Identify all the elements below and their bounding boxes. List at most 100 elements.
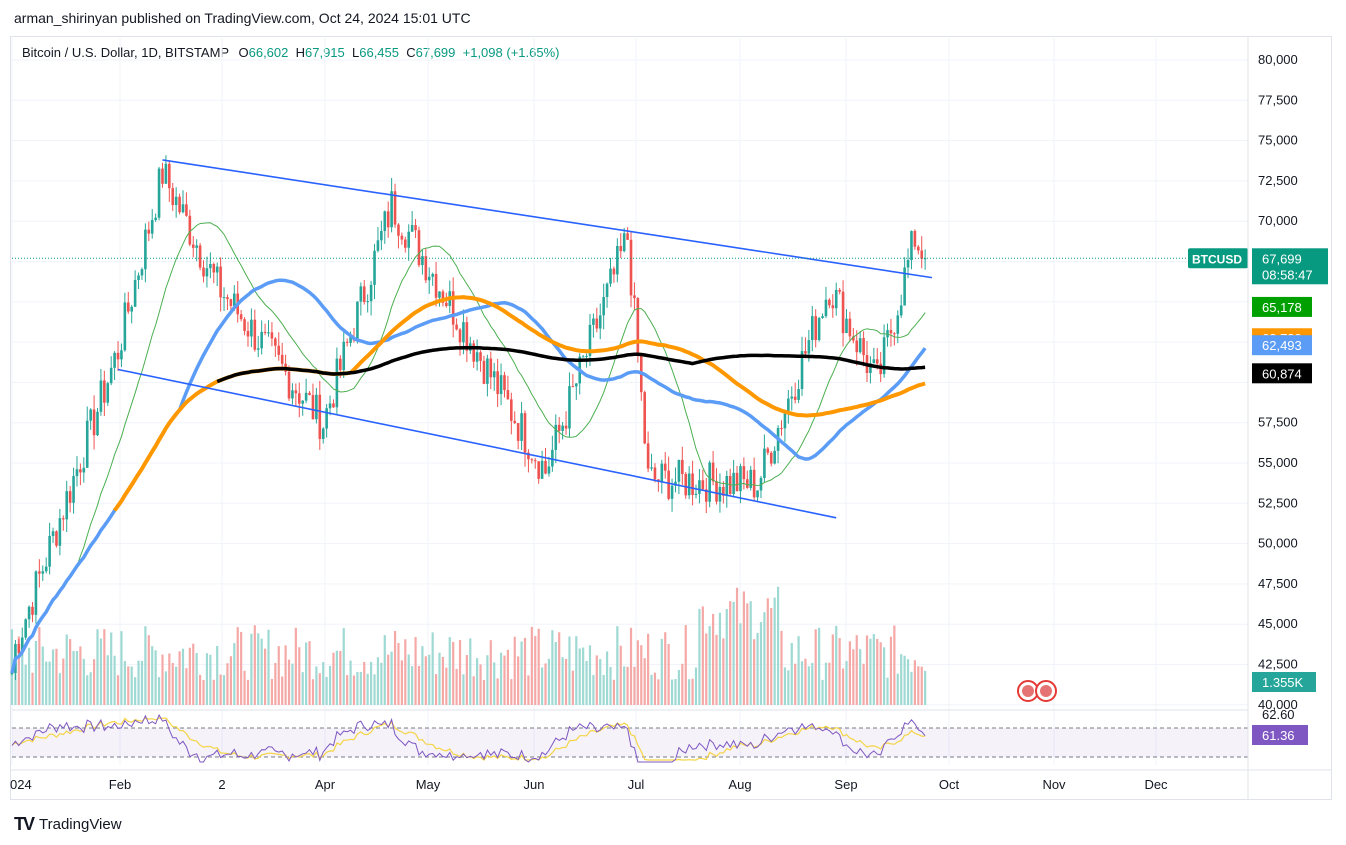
volume-bar [838, 638, 841, 705]
candle-body [554, 424, 558, 450]
volume-bar [626, 666, 629, 705]
candle-body [188, 215, 192, 245]
volume-bar [441, 656, 445, 705]
volume-bar [387, 654, 390, 705]
volume-bar [541, 667, 544, 705]
volume-bar [811, 662, 814, 705]
candle-body [120, 350, 123, 360]
volume-bar [311, 679, 315, 705]
candle-body [386, 211, 390, 228]
candle-body [297, 393, 301, 404]
volume-bar [571, 670, 574, 705]
volume-bar [346, 675, 349, 705]
candle-body [800, 351, 804, 390]
volume-bar [267, 629, 270, 705]
y-tick-label: 77,500 [1258, 92, 1298, 107]
candle-body [646, 443, 650, 469]
volume-bar [325, 676, 328, 705]
volume-bar [178, 651, 181, 705]
volume-bar [670, 679, 674, 705]
y-tick-label: 72,500 [1258, 173, 1298, 188]
ma-20-line [45, 222, 926, 613]
candle-body [462, 322, 465, 343]
candle-body [725, 475, 729, 496]
tradingview-logo[interactable]: TV TradingView [14, 814, 122, 835]
volume-bar [130, 666, 133, 705]
volume-bar [92, 659, 96, 705]
symbol-badge-label: BTCUSD [1192, 252, 1242, 266]
candle-body [212, 263, 216, 273]
volume-bar [520, 641, 523, 705]
candle-body [503, 375, 506, 391]
volume-bar [21, 641, 24, 705]
candle-body [301, 400, 304, 404]
candle-body [817, 317, 821, 341]
candle-body [773, 450, 776, 464]
volume-bar [233, 643, 236, 705]
candle-body [475, 352, 479, 362]
volume-bar [547, 658, 551, 705]
volume-bar [732, 601, 735, 705]
volume-bar [667, 644, 670, 705]
volume-bar [274, 662, 277, 705]
candle-body [619, 246, 623, 252]
candle-body [226, 297, 229, 300]
volume-bar [554, 642, 557, 705]
y-tick-label: 70,000 [1258, 213, 1298, 228]
candle-body [404, 239, 407, 248]
volume-bar [370, 661, 373, 705]
candle-body [157, 168, 161, 218]
candle-body [906, 259, 910, 268]
candle-body [742, 466, 746, 480]
candle-body [274, 338, 277, 346]
candle-body [106, 383, 110, 403]
candle-body [390, 191, 393, 228]
volume-bar [681, 663, 684, 705]
candle-body [889, 330, 893, 334]
volume-bar [605, 651, 609, 705]
candle-body [345, 341, 349, 343]
candle-body [848, 318, 852, 337]
candle-body [780, 427, 783, 429]
volume-bar [209, 654, 212, 705]
candle-body [687, 473, 691, 496]
volume-bar [38, 627, 41, 705]
candle-body [82, 467, 86, 473]
y-tick-label: 57,500 [1258, 415, 1298, 430]
volume-bar [544, 663, 547, 705]
candle-body [427, 276, 431, 281]
candle-body [766, 448, 770, 453]
volume-bar [257, 633, 260, 705]
volume-bar [705, 633, 708, 705]
volume-bar [718, 612, 722, 705]
volume-bar [137, 660, 140, 705]
volume-bar [89, 672, 92, 705]
volume-bar [270, 678, 274, 705]
candle-body [581, 356, 585, 358]
candle-body [222, 297, 226, 299]
candle-body [821, 316, 824, 318]
volume-bar [305, 642, 308, 705]
volume-bar [558, 632, 561, 705]
candle-body [482, 360, 486, 384]
candle-body [551, 449, 554, 467]
candle-body [790, 396, 794, 399]
volume-bar [366, 673, 369, 705]
volume-bar [694, 667, 698, 705]
volume-bar [332, 652, 335, 705]
volume-bar [599, 659, 602, 705]
y-tick-label: 45,000 [1258, 616, 1298, 631]
volume-bar [407, 654, 410, 705]
volume-bar [455, 668, 458, 705]
candle-body [513, 420, 517, 424]
publisher-line: arman_shirinyan published on TradingView… [14, 10, 471, 26]
volume-bar [701, 606, 704, 705]
volume-bar [99, 638, 103, 705]
volume-bar [729, 601, 732, 705]
volume-bar [284, 645, 287, 705]
volume-bar [807, 666, 810, 705]
volume-bar [31, 672, 34, 705]
candle-body [181, 204, 185, 213]
volume-bar [120, 631, 123, 705]
